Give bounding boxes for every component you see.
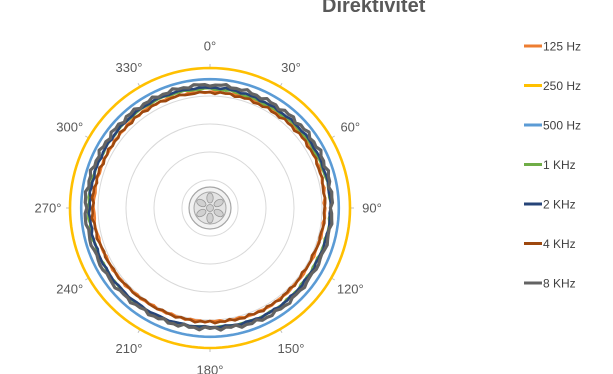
angle-label-300: 300° [56,120,83,135]
angle-label-30: 30° [281,60,301,75]
legend-item-7: 8 KHz [524,277,576,291]
angle-labels: 0° 30° 60° 90° 120° 150° 180° 210° 240° 270° 300° 3… [35,39,382,374]
series-line-6 [90,90,327,325]
chart-title: Direktivitet [322,0,426,17]
legend-item-1: 125 Hz [524,40,581,54]
center-speaker-icon [188,186,232,230]
speaker-driver-6 [196,198,207,208]
speaker-driver-2 [213,198,224,208]
angle-label-150: 150° [278,341,305,356]
legend-label: 2 KHz [543,198,576,212]
angle-label-120: 120° [337,282,364,297]
grid-ring-1 [181,179,239,237]
angle-label-60: 60° [340,120,360,135]
grid-ring-3 [125,123,295,293]
legend-label: 4 KHz [543,237,576,251]
angle-label-0: 0° [204,39,216,54]
legend-label: 125 Hz [543,40,581,54]
legend-item-3: 500 Hz [524,119,581,133]
legend-item-4: 1 KHz [524,158,576,172]
angle-label-210: 210° [116,341,143,356]
legend-item-6: 4 KHz [524,237,576,251]
legend-label: 8 KHz [543,277,576,291]
speaker-driver-5 [196,208,207,218]
angle-label-90: 90° [362,201,382,216]
grid-ring-2 [153,151,267,265]
speaker-center-driver [206,204,214,212]
angle-label-240: 240° [56,282,83,297]
legend-item-5: 2 KHz [524,198,576,212]
angle-label-180: 180° [197,363,224,374]
series-line-7 [83,82,335,332]
legend-label: 1 KHz [543,158,576,172]
legend-item-2: 250 Hz [524,79,581,93]
series-line-3 [79,77,341,339]
speaker-driver-4 [206,212,214,224]
speaker-driver-1 [206,192,214,204]
series-lines [68,66,352,350]
angle-label-270: 270° [35,201,62,216]
speaker-driver-3 [213,208,224,218]
legend: 125 Hz 250 Hz 500 Hz 1 KHz 2 KHz 4 KHz 8 KHz [524,40,581,291]
legend-label: 500 Hz [543,119,581,133]
angle-label-330: 330° [116,60,143,75]
series-line-2 [68,66,352,350]
legend-label: 250 Hz [543,79,581,93]
